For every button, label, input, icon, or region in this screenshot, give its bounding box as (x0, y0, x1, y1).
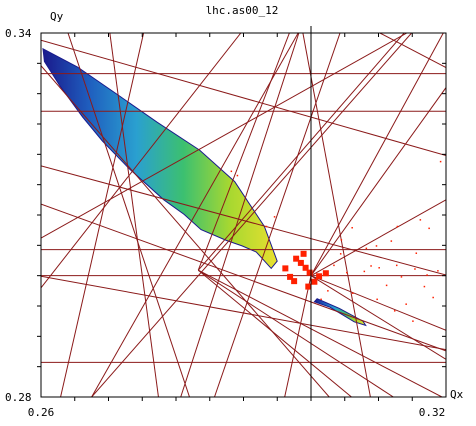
red-scatter-point (365, 247, 368, 250)
red-scatter-point (327, 290, 329, 292)
red-cluster-point (297, 259, 304, 266)
red-scatter-point (414, 268, 416, 270)
red-scatter-point (400, 276, 403, 278)
resonance-line (310, 87, 446, 276)
red-cluster-point (287, 273, 294, 280)
red-scatter-point (428, 227, 430, 230)
resonance-line (91, 33, 412, 397)
red-scatter-point (439, 160, 442, 163)
red-cluster-point (316, 273, 323, 280)
resonance-line (41, 33, 408, 239)
red-scatter-point (236, 174, 239, 177)
red-scatter-point (390, 240, 393, 242)
resonance-line (91, 33, 299, 397)
red-scatter-point (393, 310, 396, 312)
red-scatter-point (385, 284, 388, 287)
resonance-line (180, 33, 300, 397)
red-cluster-point (293, 255, 300, 262)
red-scatter-point (437, 270, 439, 272)
x-tick-label-left: 0.26 (28, 406, 55, 419)
red-scatter-point (426, 274, 428, 276)
red-cluster-point (305, 283, 312, 290)
red-cluster-point (300, 250, 307, 257)
red-scatter-point (333, 264, 335, 267)
red-scatter-point (273, 216, 276, 218)
x-tick-label-right: 0.32 (419, 406, 446, 419)
resonance-line (310, 199, 446, 277)
red-scatter-point (405, 303, 407, 305)
resonance-line (284, 275, 312, 397)
x-axis-label: Qx (450, 388, 464, 401)
resonance-line (60, 33, 145, 397)
red-scatter-point (378, 267, 380, 269)
y-tick-label-top: 0.34 (5, 27, 32, 40)
resonance-line (198, 269, 394, 397)
resonance-line (41, 33, 242, 289)
resonance-line (310, 33, 444, 276)
resonance-line (197, 269, 352, 397)
red-cluster-point (282, 265, 289, 272)
red-cluster-point (291, 278, 298, 285)
resonance-line (198, 269, 443, 397)
resonance-line (310, 275, 446, 331)
red-scatter-point (351, 226, 353, 229)
resonance-line (67, 33, 190, 397)
y-axis-label: Qy (50, 10, 64, 23)
red-scatter-point (352, 292, 354, 295)
red-scatter-point (340, 239, 343, 241)
red-cluster-point (306, 269, 313, 276)
resonance-line (310, 275, 446, 360)
red-cluster-point (322, 270, 329, 277)
red-scatter-point (415, 252, 418, 254)
red-cluster-point (302, 264, 309, 271)
red-scatter-point (346, 271, 348, 274)
scatter-points (230, 160, 442, 322)
y-tick-label-bottom: 0.28 (5, 391, 32, 404)
red-scatter-point (320, 298, 322, 301)
red-scatter-point (375, 245, 378, 247)
red-scatter-point (230, 170, 233, 173)
resonance-line (41, 165, 446, 276)
resonance-line (214, 33, 341, 397)
resonance-line (197, 33, 290, 271)
red-scatter-point (363, 270, 366, 273)
red-scatter-point (423, 285, 426, 288)
resonance-line (41, 275, 446, 351)
chart-title: lhc.as00_12 (206, 4, 279, 17)
red-scatter-point (419, 219, 422, 221)
red-scatter-point (376, 298, 378, 301)
red-scatter-point (339, 253, 342, 255)
axis-ticks (37, 33, 446, 401)
red-scatter-point (396, 225, 399, 228)
red-scatter-point (432, 296, 434, 299)
resonance-line (109, 33, 159, 397)
resonance-line (41, 39, 446, 157)
resonance-line (302, 33, 371, 397)
red-scatter-point (265, 225, 268, 228)
resonance-line (379, 33, 446, 69)
resonance-line (197, 33, 405, 271)
red-scatter-point (395, 264, 398, 267)
resonance-line (41, 203, 446, 352)
red-cluster-point (311, 278, 318, 285)
red-scatter-point (370, 265, 372, 267)
red-scatter-point (412, 320, 414, 322)
